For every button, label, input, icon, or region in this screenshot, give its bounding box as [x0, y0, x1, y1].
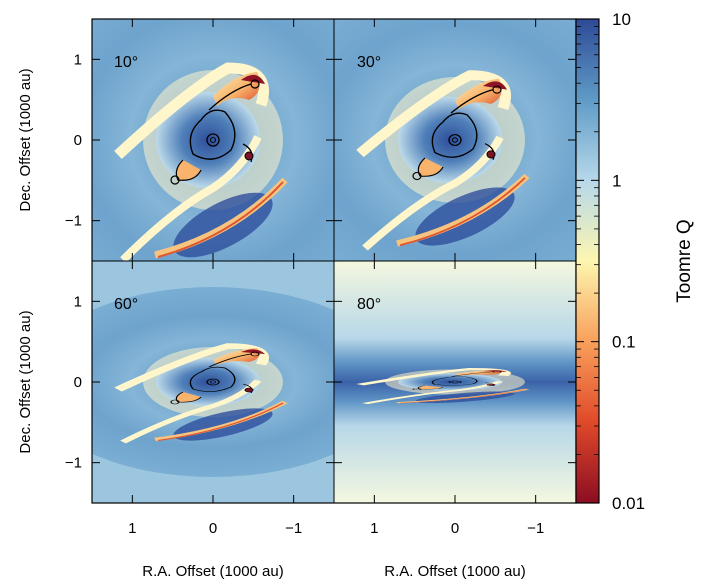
panel-60deg	[92, 261, 334, 503]
panel-label-10deg: 10°	[114, 54, 138, 71]
colorbar-tick-label: 10	[612, 10, 631, 29]
y-tick-label: 1	[74, 51, 82, 68]
y-axis-label-top: Dec. Offset (1000 au)	[17, 68, 34, 211]
panel-label-60deg: 60°	[114, 296, 138, 313]
colorbar-ticks: 0.01 0.1 1 10	[576, 10, 645, 513]
colorbar	[575, 18, 600, 504]
axis-ticks: 1 0 −1 1 0 −1 −1 0 1 −1 0 1	[65, 19, 576, 537]
panel-30deg	[334, 19, 576, 261]
x-axis-label-right: R.A. Offset (1000 au)	[384, 563, 525, 580]
colorbar-tick-label: 1	[612, 171, 621, 190]
y-tick-label: 0	[74, 374, 82, 391]
x-tick-label: 1	[370, 520, 378, 537]
x-tick-label: 1	[128, 520, 136, 537]
x-tick-label: 0	[451, 520, 459, 537]
panel-80deg	[334, 261, 576, 503]
panel-label-30deg: 30°	[357, 54, 381, 71]
x-tick-label: −1	[285, 520, 302, 537]
y-tick-label: 0	[74, 132, 82, 149]
colorbar-tick-label: 0.01	[612, 494, 645, 513]
x-tick-label: −1	[527, 520, 544, 537]
colorbar-tick-label: 0.1	[612, 333, 636, 352]
y-tick-label: 1	[74, 293, 82, 310]
x-axis-label-left: R.A. Offset (1000 au)	[142, 563, 283, 580]
x-tick-label: 0	[209, 520, 217, 537]
colorbar-label: Toomre Q	[674, 219, 695, 302]
y-tick-label: −1	[65, 213, 82, 230]
panel-10deg	[92, 19, 334, 261]
y-tick-label: −1	[65, 455, 82, 472]
y-axis-label-bottom: Dec. Offset (1000 au)	[17, 310, 34, 453]
panel-label-80deg: 80°	[357, 296, 381, 313]
